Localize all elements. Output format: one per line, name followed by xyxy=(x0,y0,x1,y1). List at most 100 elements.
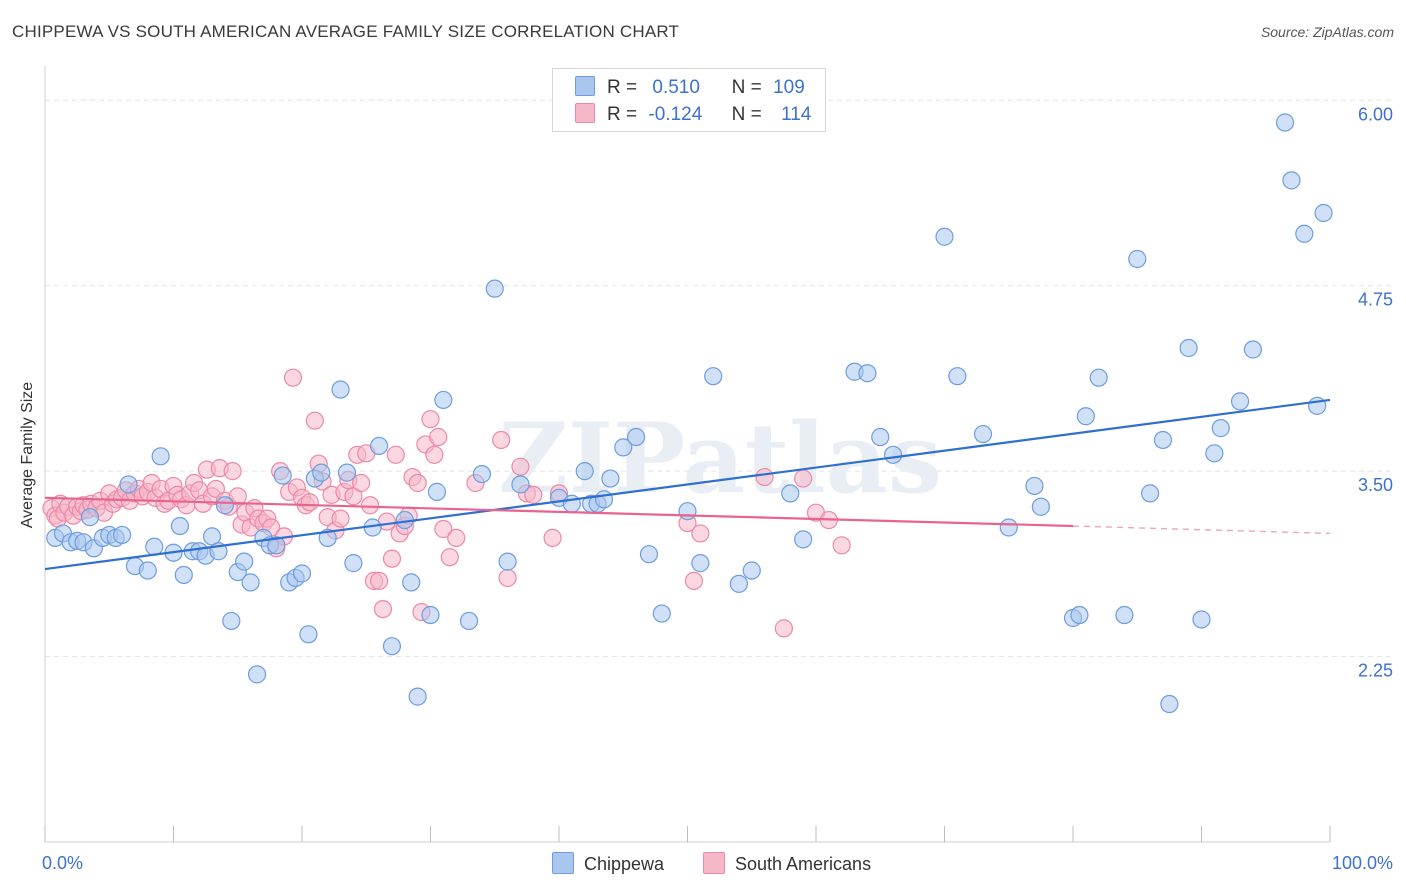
x-tick-labels: 0.0% 100.0% xyxy=(42,853,1393,873)
chippewa-point xyxy=(794,530,813,549)
south-americans-point xyxy=(447,528,466,547)
axes xyxy=(44,66,1331,843)
chippewa-point xyxy=(639,545,659,564)
chippewa-point xyxy=(858,364,877,383)
legend-row-chippewa: R = 0.510 N = 109 xyxy=(575,76,805,99)
chippewa-point xyxy=(241,573,260,592)
south-americans-point xyxy=(498,568,517,588)
y-tick-label: 2.25 xyxy=(1358,661,1393,681)
south-americans-point xyxy=(425,445,444,464)
chippewa-point xyxy=(1295,224,1314,243)
chart-title: CHIPPEWA VS SOUTH AMERICAN AVERAGE FAMIL… xyxy=(12,22,680,41)
n-value: 114 xyxy=(781,104,812,125)
chippewa-trend-line xyxy=(44,398,1331,571)
legend-item-south-americans: South Americans xyxy=(703,852,871,875)
south-americans-point xyxy=(223,462,242,481)
chippewa-point xyxy=(402,573,421,592)
south-americans-point xyxy=(382,549,402,568)
chippewa-point xyxy=(1031,497,1050,516)
chippewa-point xyxy=(575,462,594,481)
r-value: 0.510 xyxy=(652,77,700,98)
chippewa-point xyxy=(145,537,164,556)
chippewa-point xyxy=(80,508,100,527)
chippewa-point xyxy=(511,475,530,494)
y-tick-label: 6.00 xyxy=(1358,104,1393,124)
chippewa-point xyxy=(370,436,389,456)
south-americans-point xyxy=(331,509,350,528)
chippewa-point xyxy=(1314,203,1333,223)
chippewa-point xyxy=(138,561,157,580)
n-label: N = xyxy=(731,77,762,98)
chippewa-point xyxy=(704,367,723,386)
south-americans-point xyxy=(386,445,405,464)
south-americans-swatch xyxy=(703,852,725,874)
chippewa-swatch xyxy=(552,852,574,874)
chippewa-point xyxy=(421,605,440,625)
south-americans-point xyxy=(361,496,380,515)
chippewa-point xyxy=(318,528,337,547)
correlation-legend: R = 0.510 N = 109 R = -0.124 N = 114 xyxy=(552,68,826,132)
chippewa-point xyxy=(292,564,312,583)
series-chippewa xyxy=(46,113,1333,714)
chippewa-point xyxy=(678,502,697,521)
chippewa-point xyxy=(331,380,350,399)
chippewa-swatch xyxy=(575,76,595,96)
south-americans-point xyxy=(283,368,303,387)
chippewa-point xyxy=(1160,694,1179,714)
south-americans-point xyxy=(684,571,704,591)
chippewa-point xyxy=(174,565,193,585)
chippewa-point xyxy=(1140,484,1160,503)
south-americans-point xyxy=(524,485,543,504)
south-americans-trend-line xyxy=(44,496,1074,528)
chippewa-point xyxy=(781,484,800,503)
south-americans-point xyxy=(421,410,440,429)
legend-item-chippewa: Chippewa xyxy=(552,852,664,875)
chippewa-point xyxy=(344,554,363,573)
south-americans-point xyxy=(305,411,324,430)
chippewa-point xyxy=(1070,605,1089,625)
chippewa-point xyxy=(222,611,241,631)
chippewa-point xyxy=(1076,407,1095,426)
legend-label: Chippewa xyxy=(584,854,665,874)
chippewa-point xyxy=(215,496,234,515)
chippewa-point xyxy=(299,625,318,644)
x-tick-label-min: 0.0% xyxy=(42,853,83,873)
chippewa-point xyxy=(408,687,427,706)
south-americans-point xyxy=(440,548,459,567)
r-value: -0.124 xyxy=(648,104,703,125)
chippewa-point xyxy=(427,482,447,501)
chippewa-point xyxy=(459,611,479,631)
chippewa-point xyxy=(1025,476,1044,496)
chippewa-point xyxy=(112,525,132,545)
chippewa-point xyxy=(337,463,357,482)
south-americans-point xyxy=(408,473,427,493)
trend-lines xyxy=(44,398,1331,571)
south-americans-point xyxy=(373,599,393,619)
south-americans-point xyxy=(492,430,511,450)
chippewa-point xyxy=(1205,444,1224,463)
chippewa-point xyxy=(1192,610,1211,629)
chippewa-point xyxy=(1153,430,1173,450)
south-americans-point xyxy=(691,524,710,543)
chippewa-point xyxy=(973,424,993,444)
chippewa-point xyxy=(382,637,402,656)
chippewa-point xyxy=(472,464,491,484)
south-americans-point xyxy=(832,536,851,555)
y-tick-labels: 2.25 3.50 4.75 6.00 xyxy=(1358,104,1393,680)
chippewa-point xyxy=(729,574,749,593)
chippewa-point xyxy=(1243,340,1263,359)
chippewa-point xyxy=(614,438,633,457)
r-label: R = xyxy=(607,77,638,98)
n-value: 109 xyxy=(773,77,805,98)
chippewa-point xyxy=(742,561,761,580)
chippewa-point xyxy=(273,466,292,485)
south-americans-point xyxy=(228,487,247,506)
chippewa-point xyxy=(883,445,903,464)
south-americans-point xyxy=(434,519,453,539)
chippewa-point xyxy=(1282,171,1301,190)
south-americans-point xyxy=(300,493,319,512)
r-label: R = xyxy=(607,104,638,125)
south-americans-point xyxy=(794,469,813,488)
south-americans-point xyxy=(352,473,371,493)
